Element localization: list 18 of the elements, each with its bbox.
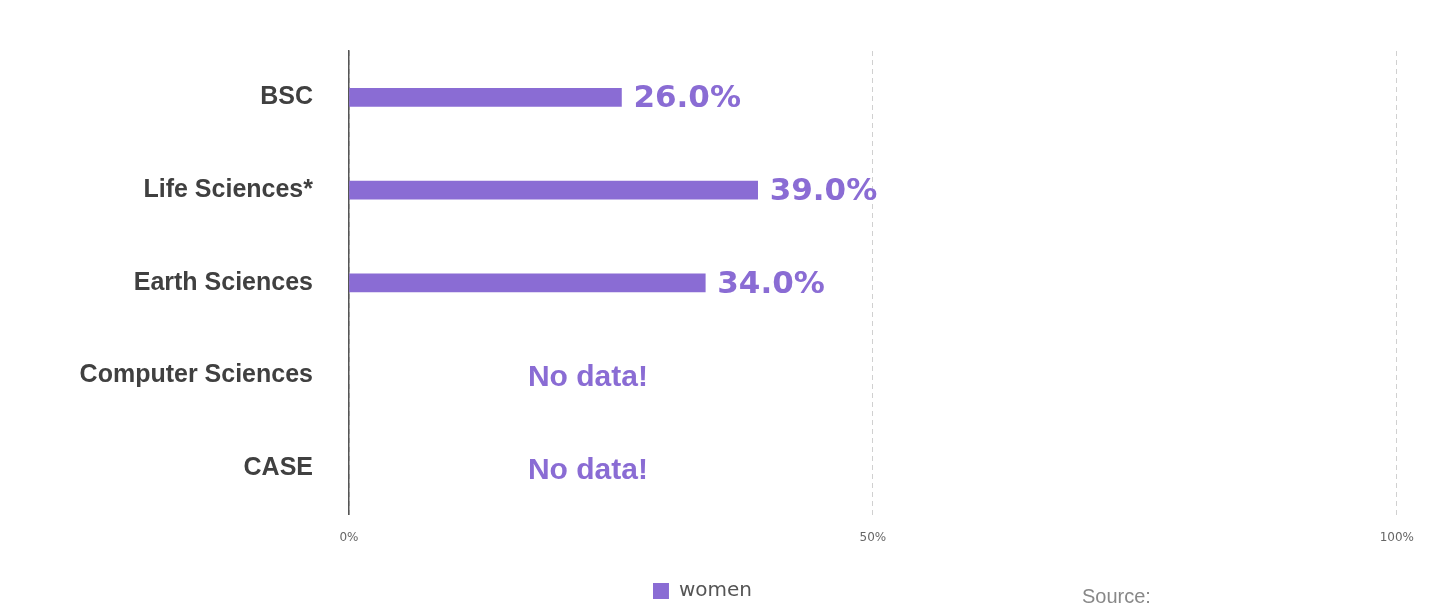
y-tick-label: Earth Sciences — [133, 266, 313, 295]
legend-label: women — [678, 577, 753, 602]
bar — [349, 180, 758, 200]
source-note: Source: — [1082, 584, 1151, 607]
data-label: 26.0% — [633, 78, 741, 115]
y-tick-label: BSC — [260, 81, 313, 110]
y-tick-label: Computer Sciences — [79, 359, 313, 388]
bar — [349, 273, 706, 293]
x-tick-label: 50% — [859, 529, 887, 544]
data-label: 39.0% — [769, 171, 878, 208]
y-tick-label: Life Sciences* — [143, 173, 314, 202]
data-label: 34.0% — [717, 263, 825, 300]
y-tick-label: CASE — [243, 452, 313, 481]
x-tick-label: 100% — [1379, 529, 1414, 544]
annotation: No data! — [527, 451, 648, 485]
x-tick-label: 0% — [339, 529, 359, 544]
bar — [349, 88, 622, 107]
annotation: No data! — [527, 358, 648, 392]
